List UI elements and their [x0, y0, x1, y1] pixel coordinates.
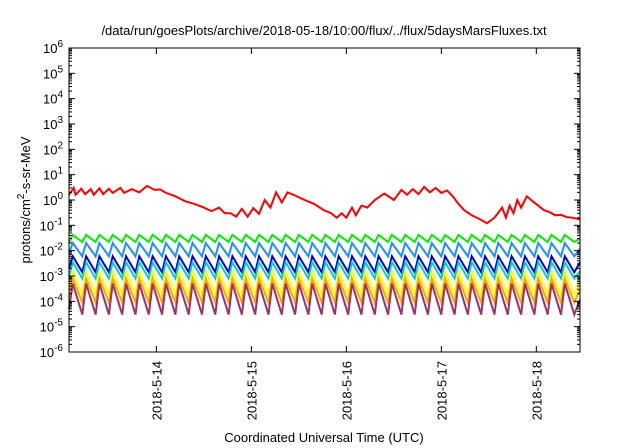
x-tick-label: 2018-5-18 — [529, 361, 544, 420]
series-line-1 — [68, 184, 581, 225]
y-tick-label: 10-4 — [40, 292, 64, 309]
y-tick-label: 10-6 — [40, 343, 64, 360]
x-tick-label: 2018-5-16 — [339, 361, 354, 420]
y-tick-label: 102 — [43, 140, 63, 157]
series-line-8 — [68, 283, 581, 318]
series-line-6 — [68, 267, 581, 299]
y-tick-label: 10-1 — [40, 216, 64, 233]
y-tick-label: 104 — [43, 90, 63, 107]
series-line-2 — [68, 233, 581, 244]
y-tick-label: 103 — [43, 115, 63, 132]
y-tick-label: 101 — [43, 166, 63, 183]
x-tick-label: 2018-5-17 — [434, 361, 449, 420]
y-tick-label: 10-5 — [40, 318, 64, 335]
y-tick-label: 10-2 — [40, 242, 64, 259]
series-line-5 — [68, 259, 581, 282]
series-line-4 — [68, 253, 581, 275]
x-axis-label: Coordinated Universal Time (UTC) — [224, 430, 423, 445]
y-tick-label: 105 — [43, 64, 63, 81]
series-line-7 — [68, 274, 581, 307]
y-axis-label: protons/cm2-s-sr-MeV — [16, 136, 33, 263]
y-axis: 10-6 10-5 10-4 10-3 10-2 10-1 100 101 102 103 104 1… — [40, 39, 580, 360]
y-tick-label: 10-3 — [40, 267, 64, 284]
x-tick-label: 2018-5-15 — [244, 361, 259, 420]
x-tick-label: 2018-5-14 — [149, 361, 164, 420]
series-lines — [68, 184, 581, 318]
x-axis: 2018-5-14 2018-5-15 2018-5-16 2018-5-17 2018… — [149, 48, 544, 420]
series-line-3 — [68, 240, 581, 259]
chart-title: /data/run/goesPlots/archive/2018-05-18/1… — [101, 23, 547, 38]
y-tick-label: 100 — [43, 191, 63, 208]
y-tick-label: 106 — [43, 39, 63, 56]
